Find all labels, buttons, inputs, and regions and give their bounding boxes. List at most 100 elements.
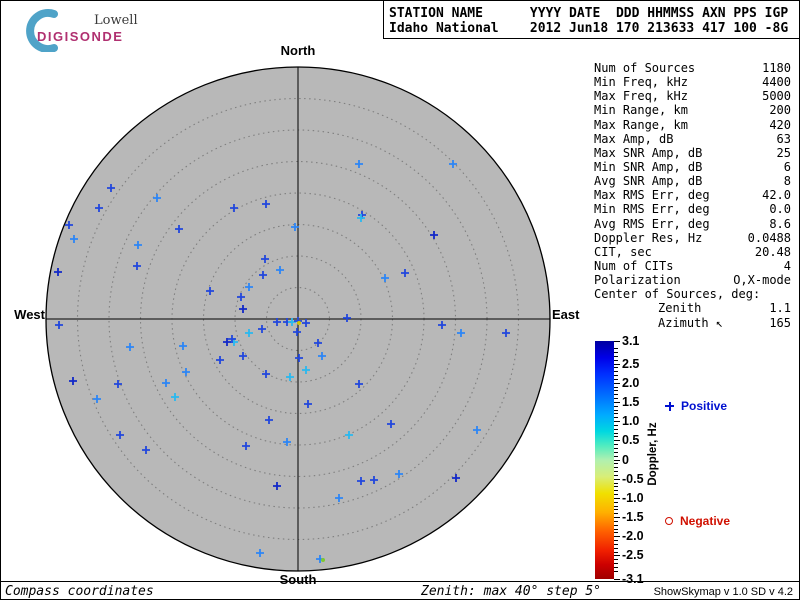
colorbar-minor-tick: [614, 566, 618, 568]
stats-label: Max RMS Err, deg: [594, 188, 710, 203]
stats-value: 8.6: [769, 216, 791, 231]
colorbar-minor-tick: [614, 474, 618, 476]
colorbar-major-tick: [614, 421, 620, 423]
source-marker: [256, 549, 264, 557]
stats-row: Center of Sources, deg:: [594, 287, 791, 301]
colorbar-major-tick: [614, 401, 620, 403]
colorbar-minor-tick: [614, 355, 618, 357]
source-marker: [216, 356, 224, 364]
source-marker: [237, 293, 245, 301]
station-header-values: Idaho National 2012 Jun18 170 213633 417…: [389, 21, 789, 36]
stats-label: Min Range, km: [594, 103, 688, 118]
source-marker: [239, 352, 247, 360]
stats-value: 200: [769, 103, 791, 118]
stats-value: O,X-mode: [733, 273, 791, 288]
stats-row: Num of CITs 4: [594, 259, 791, 273]
colorbar-major-tick: [614, 440, 620, 442]
source-marker: [162, 379, 170, 387]
colorbar-major-tick: [614, 459, 620, 461]
source-marker: [116, 431, 124, 439]
source-marker: [276, 266, 284, 274]
source-marker: [438, 321, 446, 329]
colorbar-tick-label: 1.5: [622, 394, 640, 409]
footer-divider: [1, 581, 799, 582]
compass-label-west: West: [14, 307, 45, 322]
colorbar-minor-tick: [614, 451, 618, 453]
station-header-labels: STATION NAME YYYY DATE DDD HHMMSS AXN PP…: [389, 6, 789, 21]
colorbar-minor-tick: [614, 352, 618, 354]
source-marker: [387, 420, 395, 428]
stats-value: 63: [776, 131, 791, 146]
colorbar-minor-tick: [614, 375, 618, 377]
stats-value: 1.1: [769, 301, 791, 316]
stats-label: Max Range, km: [594, 117, 688, 132]
colorbar-minor-tick: [614, 428, 618, 430]
source-marker: [65, 221, 73, 229]
colorbar-minor-tick: [614, 551, 618, 553]
source-marker: [304, 400, 312, 408]
colorbar-minor-tick: [614, 467, 618, 469]
source-marker: [242, 442, 250, 450]
legend-negative-label: Negative: [680, 514, 731, 528]
colorbar-minor-tick: [614, 471, 618, 473]
colorbar-minor-tick: [614, 563, 618, 565]
source-marker: [357, 214, 365, 222]
source-marker: [343, 314, 351, 322]
stats-value: 42.0: [762, 188, 791, 203]
source-marker: [449, 160, 457, 168]
colorbar-minor-tick: [614, 432, 618, 434]
stats-label: Max SNR Amp, dB: [594, 145, 703, 160]
stats-label: Doppler Res, Hz: [594, 230, 703, 245]
source-marker: [473, 426, 481, 434]
stats-value: 6: [783, 159, 791, 174]
source-marker: [452, 474, 460, 482]
source-marker: [54, 268, 62, 276]
stats-row: Polarization O,X-mode: [594, 273, 791, 287]
stats-row: Max SNR Amp, dB 25: [594, 146, 791, 160]
colorbar-minor-tick: [614, 409, 618, 411]
colorbar-major-tick: [614, 382, 620, 384]
source-marker: [502, 329, 510, 337]
source-marker: [126, 343, 134, 351]
source-marker: [318, 352, 326, 360]
stats-value: 165: [769, 315, 791, 330]
stats-label: Max Freq, kHz: [594, 89, 688, 104]
colorbar-major-tick: [614, 497, 620, 499]
source-marker: [295, 354, 303, 362]
colorbar-minor-tick: [614, 494, 618, 496]
source-marker: [273, 318, 281, 326]
source-marker: [114, 380, 122, 388]
stats-row: Min Freq, kHz 4400: [594, 75, 791, 89]
colorbar-minor-tick: [614, 447, 618, 449]
source-marker: [70, 235, 78, 243]
source-marker: [345, 431, 353, 439]
colorbar-minor-tick: [614, 444, 618, 446]
digisonde-crescent-icon: [26, 9, 58, 52]
stats-row: Min RMS Err, deg 0.0: [594, 202, 791, 216]
source-marker: [302, 366, 310, 374]
colorbar-minor-tick: [614, 486, 618, 488]
colorbar-minor-tick: [614, 371, 618, 373]
source-marker: [55, 321, 63, 329]
compass-label-east: East: [552, 307, 580, 322]
source-marker: [142, 446, 150, 454]
colorbar-minor-tick: [614, 532, 618, 534]
compass-label-south: South: [279, 572, 317, 587]
legend-positive: Positive: [665, 399, 727, 413]
negative-marker-icon: [665, 517, 673, 525]
colorbar-minor-tick: [614, 509, 618, 511]
stats-value: 4400: [762, 75, 791, 90]
colorbar-tick-label: -1.0: [622, 490, 644, 505]
stats-value: 4: [783, 258, 791, 273]
source-marker: [395, 470, 403, 478]
colorbar-minor-tick: [614, 378, 618, 380]
stats-value: 0.0488: [747, 230, 791, 245]
source-marker: [288, 318, 296, 326]
stats-label: Min Freq, kHz: [594, 75, 688, 90]
source-marker: [153, 194, 161, 202]
colorbar-minor-tick: [614, 348, 618, 350]
colorbar-major-tick: [614, 555, 620, 557]
colorbar-minor-tick: [614, 505, 618, 507]
stats-label: CIT, sec: [594, 244, 652, 259]
